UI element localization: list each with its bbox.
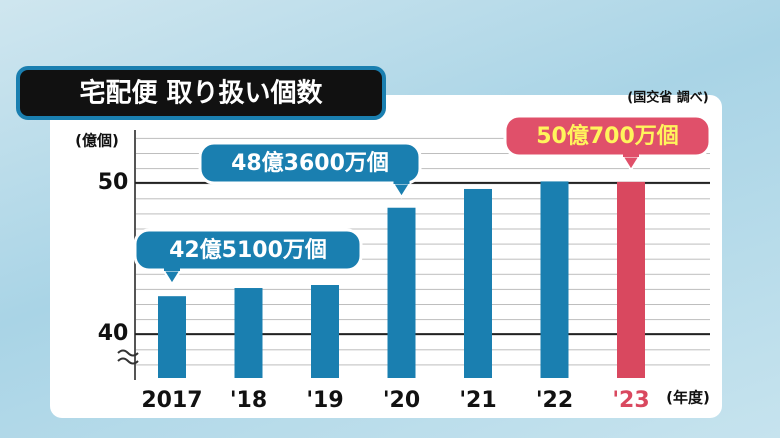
x-tick-label: '20 — [383, 388, 420, 413]
callout-cover — [623, 153, 639, 157]
y-tick-label: 40 — [98, 321, 129, 346]
x-axis-label: (年度) — [666, 389, 710, 407]
callout-cover — [164, 267, 180, 271]
x-tick-label: '23 — [612, 388, 649, 413]
chart-title: 宅配便 取り扱い個数 — [79, 78, 323, 109]
x-tick-label: 2017 — [141, 388, 202, 413]
axis-break — [117, 349, 139, 365]
bar — [387, 207, 416, 378]
value-label: 50億700万個 — [536, 123, 679, 149]
value-label: 42億5100万個 — [169, 237, 327, 263]
y-axis-label: (億個) — [75, 132, 119, 150]
callout: 50億700万個 — [503, 114, 712, 172]
callout: 42億5100万個 — [133, 228, 363, 286]
x-tick-label: '19 — [306, 388, 343, 413]
source: (国交省 調べ) — [627, 90, 708, 106]
callout-cover — [393, 180, 410, 184]
callout: 48億3600万個 — [198, 141, 422, 199]
x-tick-label: '21 — [459, 388, 496, 413]
x-tick-label: '22 — [536, 388, 573, 413]
x-tick-label: '18 — [230, 388, 267, 413]
bar — [311, 285, 339, 378]
callout-box — [503, 114, 712, 158]
bar — [617, 181, 645, 378]
callout-box — [133, 228, 363, 272]
bar — [158, 296, 186, 378]
callout-box — [198, 141, 422, 185]
bar — [540, 181, 569, 378]
title-banner — [16, 66, 386, 120]
y-tick-label: 50 — [98, 170, 129, 195]
bar — [234, 288, 263, 378]
bar — [464, 188, 492, 378]
value-label: 48億3600万個 — [231, 150, 389, 176]
